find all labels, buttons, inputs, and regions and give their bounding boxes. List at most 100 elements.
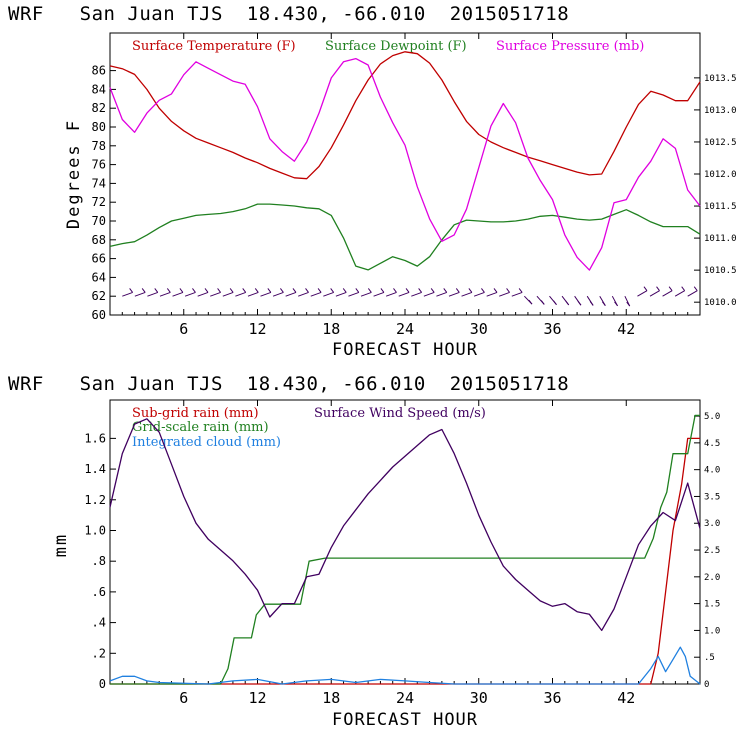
top-axis-ticks: 6 12 18 24 30 36 42 60 62 64 66 68 70 72 74 76 78 80 82 84 8… (92, 33, 737, 338)
wind-barb (373, 291, 385, 297)
y-tick-label: 1.6 (84, 431, 106, 445)
wind-barb (197, 291, 209, 297)
wind-barb-flag (601, 301, 606, 306)
wind-barb-flag (468, 288, 473, 293)
y2-tick-label: 1013.0 (704, 106, 737, 116)
x-tick-label: 36 (543, 320, 561, 338)
wind-barb-flag (493, 288, 498, 293)
wind-barb-flag (242, 288, 247, 293)
y2-tick-label: 4.0 (704, 466, 720, 476)
wind-barb (649, 290, 660, 297)
wind-barb (222, 291, 234, 297)
wind-barb (159, 291, 171, 297)
top-plot-frame (109, 32, 701, 316)
x-tick-label: 6 (179, 689, 188, 707)
wind-barb (436, 291, 447, 297)
wind-barb-flag (192, 288, 196, 293)
y-tick-label: 78 (92, 139, 106, 153)
x-tick-label: 6 (179, 320, 188, 338)
wind-barb-flag (317, 288, 322, 293)
wind-barb (310, 291, 322, 297)
top-series-surface-dewpoint-f (109, 203, 701, 271)
y-tick-label: .6 (92, 585, 106, 599)
wind-barb-flag (693, 286, 698, 292)
wind-barb (499, 291, 510, 297)
bottom-series-grid-scale-rain-mm (110, 414, 700, 685)
y-tick-label: 0 (99, 677, 106, 691)
wind-barb-flag (506, 288, 510, 293)
temperature-panel: WRF San Juan TJS 18.430, -66.010 2015051… (8, 3, 737, 360)
wind-barb-flag (217, 288, 221, 293)
bottom-series-integrated-cloud-mm (109, 646, 701, 685)
y-tick-label: 86 (92, 64, 106, 78)
wind-barb-flag (430, 288, 435, 293)
bottom-x-axis-label: FORECAST HOUR (332, 710, 478, 730)
wind-barb (461, 291, 473, 297)
wind-barb-flag (267, 288, 272, 293)
y2-tick-label: 1.0 (704, 626, 720, 636)
x-tick-label: 42 (617, 689, 635, 707)
wind-barb (473, 291, 485, 297)
legend-integrated-cloud: Integrated cloud (mm) (132, 435, 281, 450)
y2-tick-label: 1013.5 (704, 74, 737, 84)
y-tick-label: 68 (92, 233, 106, 247)
wind-barb (235, 291, 246, 297)
y-tick-label: 62 (92, 289, 106, 303)
x-tick-label: 24 (396, 689, 414, 707)
legend-sub-grid-rain: Sub-grid rain (mm) (132, 406, 259, 421)
wind-barb-flag (393, 288, 397, 293)
wind-barb-flag (528, 299, 533, 305)
x-tick-label: 30 (470, 320, 488, 338)
wind-barb (398, 291, 410, 297)
y-tick-label: 80 (92, 120, 106, 134)
bottom-chart-title: WRF San Juan TJS 18.430, -66.010 2015051… (8, 373, 569, 395)
wind-barb-flag (141, 288, 146, 293)
wind-barb (674, 290, 685, 297)
legend-grid-scale-rain: Grid-scale rain (mm) (132, 420, 269, 435)
y-tick-label: .8 (92, 554, 106, 568)
wind-barb-flag (380, 288, 385, 293)
y-tick-label: 70 (92, 214, 106, 228)
y-tick-label: 1.2 (84, 493, 106, 507)
y2-tick-label: 1.5 (704, 600, 720, 610)
legend-surface-wind-speed: Surface Wind Speed (m/s) (314, 406, 486, 421)
top-chart-title: WRF San Juan TJS 18.430, -66.010 2015051… (8, 3, 569, 25)
top-x-axis-label: FORECAST HOUR (332, 340, 478, 360)
y-tick-label: 66 (92, 252, 106, 266)
wind-barb-flag (518, 288, 523, 293)
wind-barb-flag (455, 288, 460, 293)
x-tick-label: 18 (322, 689, 340, 707)
wind-barb (486, 291, 498, 297)
bottom-series-surface-wind-speed-m-s (109, 418, 701, 632)
wind-barb (247, 291, 259, 297)
x-tick-label: 24 (396, 320, 414, 338)
top-y-axis-label: Degrees F (64, 119, 84, 229)
y-tick-label: 76 (92, 158, 106, 172)
legend-surface-pressure: Surface Pressure (mb) (496, 39, 644, 54)
wind-barb (448, 291, 460, 297)
wind-barb-flag (254, 288, 259, 293)
wind-barb-flag (553, 300, 557, 305)
wind-barb (172, 291, 184, 297)
bottom-y-axis-label: mm (51, 533, 71, 557)
wind-barb (147, 291, 158, 297)
y-tick-label: 1.4 (84, 462, 106, 476)
wind-barb (360, 291, 372, 297)
precipitation-panel: WRF San Juan TJS 18.430, -66.010 2015051… (8, 373, 720, 730)
wind-barb (285, 291, 297, 297)
wind-barb-flag (305, 288, 309, 293)
wind-barb-flag (589, 301, 594, 306)
x-tick-label: 30 (470, 689, 488, 707)
wind-barb-flag (443, 288, 448, 293)
wind-barb-flag (292, 288, 297, 293)
y-tick-label: 60 (92, 308, 106, 322)
wind-barb-flag (405, 288, 410, 293)
wind-barb (511, 291, 523, 297)
y-tick-label: 64 (92, 270, 106, 284)
wind-barb-flag (418, 288, 423, 293)
y2-tick-label: 1010.5 (704, 266, 737, 276)
bottom-series-sub-grid-rain-mm (110, 437, 700, 685)
wind-barb-flag (540, 300, 545, 305)
wind-barb-flag (367, 288, 372, 293)
